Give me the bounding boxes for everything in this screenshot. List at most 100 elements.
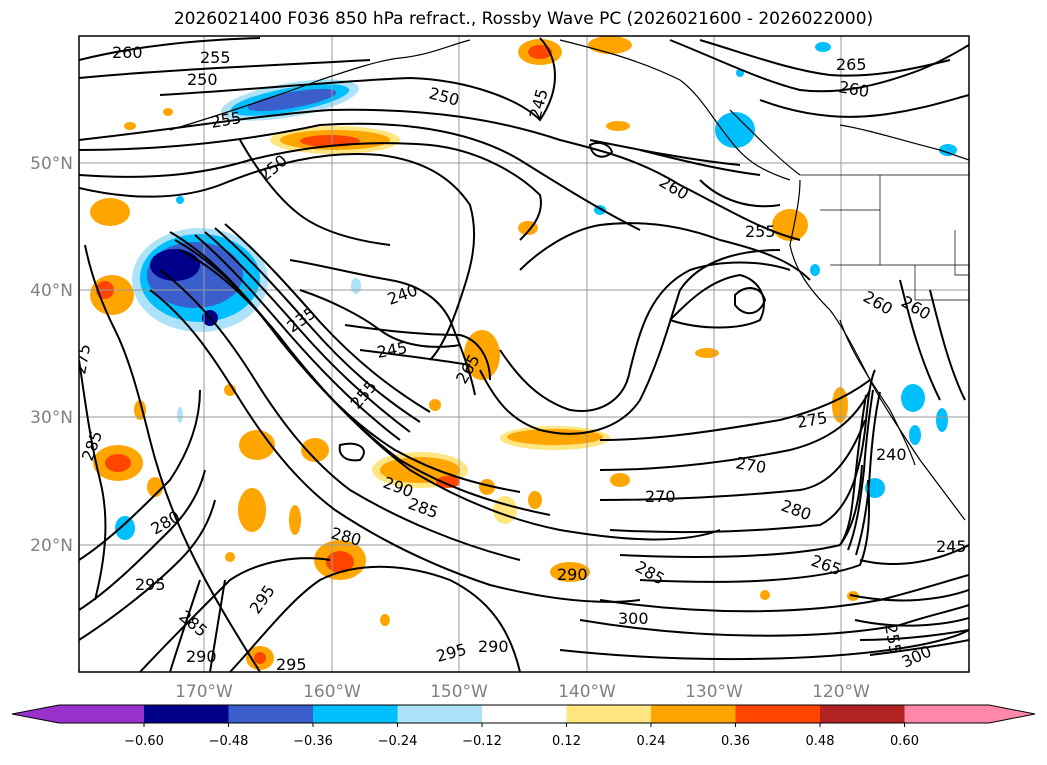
contour-line <box>559 629 969 661</box>
lat-label: 30°N <box>30 408 73 428</box>
lat-lon-grid <box>79 36 969 672</box>
anomaly-blob <box>772 209 808 241</box>
contour-line <box>759 94 969 118</box>
contour-line <box>159 37 556 122</box>
colorbar-segment <box>144 705 229 723</box>
colorbar-tick-label: −0.24 <box>378 734 418 749</box>
contour-lines <box>79 37 969 672</box>
anomaly-blob <box>326 551 354 573</box>
colorbar-segment <box>482 705 567 723</box>
contour-line <box>159 269 521 561</box>
contour-line <box>589 139 741 166</box>
contour-line <box>899 279 941 401</box>
map-frame <box>78 35 970 673</box>
contour-label: 255 <box>745 222 776 241</box>
contour-line <box>289 259 476 396</box>
colorbar-segment <box>566 705 651 723</box>
contour-line <box>194 234 401 441</box>
contour-line <box>699 39 951 77</box>
anomaly-blob <box>105 454 131 472</box>
anomaly-blob <box>351 278 361 294</box>
coastline-north <box>839 124 969 161</box>
colorbar-segment <box>735 705 820 723</box>
colorbar-segment <box>651 705 736 723</box>
anomaly-blob <box>815 42 831 52</box>
colorbar-tick-label: −0.60 <box>124 734 164 749</box>
coastline-alaska-peninsula <box>169 39 471 131</box>
anomaly-blob <box>429 399 441 411</box>
contour-line <box>859 629 969 641</box>
contour-line <box>519 222 811 281</box>
contour-line <box>599 574 969 613</box>
colorbar-segment <box>989 705 1035 723</box>
contour-label: 290 <box>186 647 217 666</box>
anomaly-blob <box>695 348 719 358</box>
colorbar-tick-label: −0.48 <box>209 734 249 749</box>
anomaly-blob <box>528 491 542 509</box>
anomaly-blob <box>225 552 235 562</box>
lon-label: 150°W <box>430 682 488 702</box>
contour-line <box>359 349 471 366</box>
contour-line <box>84 244 261 672</box>
colorbar-segment <box>12 705 59 723</box>
anomaly-blob <box>715 112 755 148</box>
coastlines <box>169 39 969 521</box>
contour-line <box>79 469 206 611</box>
contour-line <box>79 122 641 231</box>
contour-line <box>855 391 881 556</box>
contour-line <box>839 394 867 546</box>
anomaly-blob <box>436 476 460 488</box>
contour-line <box>609 369 876 534</box>
colorbar-segment <box>228 705 313 723</box>
anomaly-blob <box>247 88 337 112</box>
anomaly-blob <box>301 438 329 462</box>
coastline-alaska-gulf <box>559 39 791 181</box>
latitude-labels: 50°N 40°N 30°N 20°N <box>30 154 73 556</box>
contour-line <box>599 379 871 441</box>
contour-line <box>599 419 866 501</box>
anomaly-blob <box>610 473 630 487</box>
contour-line <box>579 604 969 637</box>
colorbar-segment <box>820 705 905 723</box>
contour-line <box>79 108 801 241</box>
contour-label: 255 <box>200 48 231 67</box>
coastline-baja <box>839 319 916 466</box>
anomaly-blob <box>909 425 921 445</box>
anomaly-blob <box>224 384 236 396</box>
contour-line <box>344 324 491 381</box>
colorbar-tick-label: −0.12 <box>462 734 502 749</box>
anomaly-blob <box>936 408 948 432</box>
contour-label: 250 <box>187 70 218 89</box>
anomaly-blob <box>115 516 135 540</box>
anomaly-blob <box>238 488 266 532</box>
contour-label: 295 <box>276 655 307 674</box>
contour-line <box>79 59 371 79</box>
positive-anomaly-shading <box>90 36 859 670</box>
anomaly-blob <box>90 198 130 226</box>
state-borders <box>800 174 969 301</box>
contour-line <box>79 142 542 241</box>
contour-line <box>169 579 201 672</box>
coastline-us-west <box>789 179 966 521</box>
contour-label: 245 <box>936 537 967 556</box>
colorbar-tick-label: 0.48 <box>806 734 835 749</box>
contour-line <box>204 231 411 433</box>
contour-line <box>499 261 791 412</box>
anomaly-blob <box>176 196 184 204</box>
anomaly-blob <box>163 108 173 116</box>
colorbar-outline <box>11 704 1036 724</box>
contour-line <box>639 479 871 583</box>
colorbar-tick-label: 0.24 <box>637 734 666 749</box>
contour-line <box>869 639 969 656</box>
colorbar-segment <box>904 705 989 723</box>
contour-line <box>169 231 521 493</box>
lon-label: 140°W <box>558 682 616 702</box>
contour-line <box>599 389 871 471</box>
contour-line <box>214 227 421 423</box>
contour-line <box>854 617 969 627</box>
colorbar-tick-label: 0.60 <box>890 734 919 749</box>
colorbar-tick-label: 0.12 <box>552 734 581 749</box>
contour-line <box>79 499 216 641</box>
contour-label: 270 <box>645 487 676 506</box>
